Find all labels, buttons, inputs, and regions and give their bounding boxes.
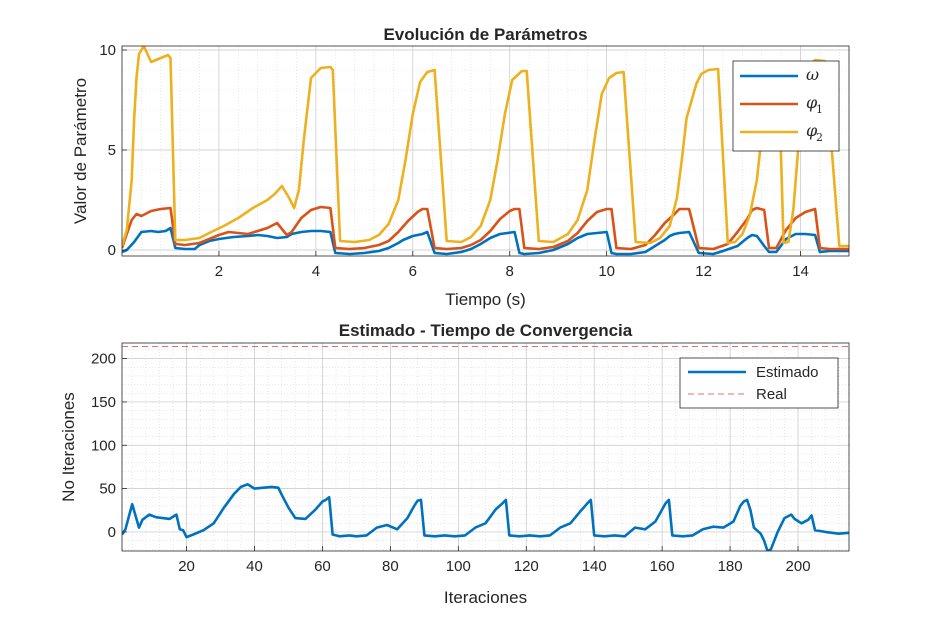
top-legend-box — [732, 60, 840, 152]
top-series — [122, 46, 849, 256]
top-legend-label-2: φ — [806, 121, 818, 140]
bottom-y-tick-label: 50 — [99, 481, 116, 498]
top-chart-title: Evolución de Parámetros — [383, 25, 587, 44]
bottom-grid — [122, 343, 849, 551]
bottom-y-tick-label: 150 — [91, 394, 116, 411]
top-x-tick-label: 8 — [506, 263, 514, 280]
top-series-line-0 — [122, 226, 849, 256]
bottom-x-tick-label: 160 — [650, 558, 675, 575]
top-x-tick-label: 12 — [695, 263, 712, 280]
bottom-legend-items: Estimado Real — [688, 364, 819, 403]
top-y-tick-label: 0 — [108, 242, 116, 259]
top-x-tick-label: 2 — [215, 263, 223, 280]
bottom-legend: Estimado Real — [679, 357, 839, 409]
bottom-x-tick-label: 80 — [382, 558, 399, 575]
bottom-x-tick-label: 120 — [514, 558, 539, 575]
top-legend-label-1: φ — [806, 93, 818, 112]
bottom-y-tick-label: 0 — [108, 524, 116, 541]
bottom-legend-box — [679, 357, 839, 409]
bottom-y-tick-label: 200 — [91, 351, 116, 368]
bottom-series — [122, 346, 849, 551]
bottom-x-tick-label: 140 — [582, 558, 607, 575]
top-legend-subscript-1: 1 — [816, 103, 823, 116]
top-x-tick-label: 6 — [409, 263, 417, 280]
bottom-plot-frame — [121, 342, 850, 552]
bottom-x-axis-label: Iteraciones — [444, 588, 527, 607]
top-x-axis-label: Tiempo (s) — [445, 290, 526, 309]
top-plot-frame — [121, 45, 850, 257]
bottom-ticks: 20 40 60 80 100 120 140 160 180 200 0 50 100 150 200 — [91, 351, 811, 575]
bottom-x-tick-label: 200 — [786, 558, 811, 575]
bottom-chart-title: Estimado - Tiempo de Convergencia — [339, 321, 633, 340]
top-legend-label-0: ω — [806, 65, 819, 84]
bottom-x-tick-label: 180 — [718, 558, 743, 575]
bottom-plot: 20 40 60 80 100 120 140 160 180 200 0 50 100 150 200 E… — [59, 321, 850, 607]
top-x-tick-label: 4 — [312, 263, 320, 280]
top-y-tick-label: 10 — [99, 42, 116, 59]
bottom-x-tick-label: 60 — [314, 558, 331, 575]
top-series-line-2 — [122, 46, 849, 248]
top-x-tick-label: 10 — [598, 263, 615, 280]
bottom-x-tick-label: 100 — [446, 558, 471, 575]
top-legend-subscript-2: 2 — [816, 131, 823, 144]
bottom-y-axis-label: No Iteraciones — [59, 392, 78, 502]
top-y-tick-label: 5 — [108, 142, 116, 159]
bottom-legend-label-0: Estimado — [756, 364, 819, 381]
bottom-x-tick-label: 40 — [246, 558, 263, 575]
bottom-y-tick-label: 100 — [91, 437, 116, 454]
top-y-axis-label: Valor de Parámetro — [71, 78, 90, 224]
top-ticks: 2 4 6 8 10 12 14 0 5 10 — [99, 42, 809, 280]
bottom-series-line-0 — [122, 482, 849, 551]
top-grid — [121, 46, 849, 256]
bottom-x-tick-label: 20 — [178, 558, 195, 575]
top-x-tick-label: 14 — [792, 263, 809, 280]
bottom-legend-label-1: Real — [756, 386, 787, 403]
top-series-line-1 — [122, 205, 849, 251]
